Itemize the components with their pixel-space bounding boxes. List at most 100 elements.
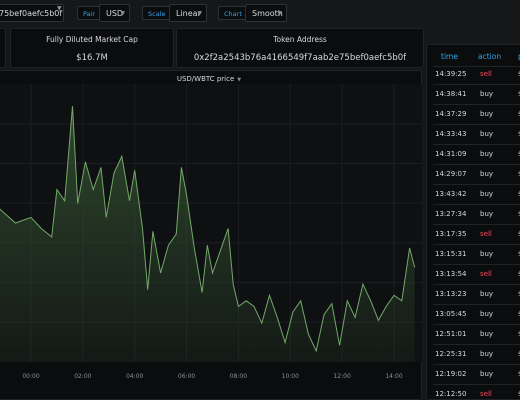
row-divider [433,184,520,185]
table-row[interactable]: 12:25:31 buy $4 [427,345,520,365]
trade-price: $4 [518,310,520,318]
trade-action: sell [480,230,492,238]
trade-action: buy [480,90,494,98]
trade-action: buy [480,130,494,138]
trade-price: $4 [518,90,520,98]
trade-price: $4 [518,250,520,258]
row-divider [433,164,520,165]
row-divider [433,284,520,285]
chart-select[interactable]: Smooth ▼ [245,4,287,22]
stat-panel-token-address: Token Address 0x2f2a2543b76a4166549f7aab… [176,28,424,68]
trade-price: $4 [518,210,520,218]
chevron-down-icon: ▼ [277,10,282,17]
chart-title[interactable]: USD/WBTC price ▼ [0,75,421,83]
trade-action: buy [480,290,494,298]
row-divider [433,384,520,385]
trade-action: sell [480,270,492,278]
table-row[interactable]: 12:19:02 buy $4 [427,365,520,385]
row-divider [433,304,520,305]
x-tick-label: 08:00 [230,373,247,380]
table-row[interactable]: 14:37:29 buy $4 [427,105,520,125]
trade-time: 14:39:25 [435,70,467,78]
trade-price: $4 [518,350,520,358]
trade-time: 14:31:09 [435,150,467,158]
stat-panel-partial [0,28,6,68]
x-tick-label: 10:00 [282,373,299,380]
scale-label: Scale [142,6,172,20]
chevron-down-icon: ▼ [120,10,125,17]
chart-value: Smooth [252,9,283,18]
trade-price: $4 [518,150,520,158]
trade-action: buy [480,370,494,378]
trade-action: buy [480,210,494,218]
trade-price: $4 [518,290,520,298]
table-row[interactable]: 13:15:31 buy $4 [427,245,520,265]
row-divider [433,344,520,345]
table-row[interactable]: 13:13:54 sell $4 [427,265,520,285]
trade-time: 12:51:01 [435,330,467,338]
trade-price: $4 [518,330,520,338]
x-tick-label: 00:00 [22,373,39,380]
row-divider [433,244,520,245]
trade-time: 12:12:50 [435,390,467,398]
table-row[interactable]: 12:51:01 buy $4 [427,325,520,345]
trade-time: 13:05:45 [435,310,467,318]
trade-price: $4 [518,110,520,118]
x-tick-label: 02:00 [74,373,91,380]
x-tick-label: 12:00 [333,373,350,380]
trade-time: 13:13:54 [435,270,467,278]
row-divider [433,124,520,125]
trade-action: buy [480,190,494,198]
variables-toolbar: 75bef0aefc5b0f ▼ Pair USD ▼ Scale Linear… [0,0,520,26]
pair-value: USD [106,9,124,18]
token-address-value: 75bef0aefc5b0f [0,9,63,18]
trade-time: 14:37:29 [435,110,467,118]
trade-action: buy [480,330,494,338]
table-row[interactable]: 14:38:41 buy $4 [427,85,520,105]
row-divider [433,364,520,365]
stat-value: $16.7M [76,53,108,63]
trade-action: buy [480,110,494,118]
table-row[interactable]: 13:43:42 buy $4 [427,185,520,205]
chevron-down-icon: ▼ [197,10,202,17]
column-header-price[interactable]: p [518,52,520,61]
row-divider [433,264,520,265]
chevron-down-icon: ▼ [237,77,242,83]
x-tick-label: 04:00 [126,373,143,380]
chevron-down-icon: ▼ [57,5,62,12]
table-row[interactable]: 13:13:23 buy $4 [427,285,520,305]
stat-title: Fully Diluted Market Cap [46,35,138,44]
table-row[interactable]: 14:31:09 buy $4 [427,145,520,165]
trade-time: 13:13:23 [435,290,467,298]
row-divider [433,104,520,105]
trade-time: 13:27:34 [435,210,467,218]
scale-select[interactable]: Linear ▼ [169,4,207,22]
token-address-select[interactable]: 75bef0aefc5b0f [0,4,64,22]
trade-price: $4 [518,270,520,278]
header-divider [433,66,520,67]
trade-price: $4 [518,190,520,198]
chart-label: Chart [218,6,248,20]
column-header-action[interactable]: action [478,52,502,61]
table-row[interactable]: 14:33:43 buy $4 [427,125,520,145]
stat-value: 0x2f2a2543b76a4166549f7aab2e75bef0aefc5b… [193,53,407,63]
table-row[interactable]: 13:05:45 buy $4 [427,305,520,325]
column-header-time[interactable]: time [441,52,458,61]
trade-time: 14:29:07 [435,170,467,178]
trades-panel: time action p 14:39:25 sell $4 14:38:41 buy $… [426,44,520,400]
row-divider [433,324,520,325]
table-row[interactable]: 14:29:07 buy $4 [427,165,520,185]
table-row[interactable]: 13:17:35 sell $4 [427,225,520,245]
pair-select[interactable]: USD ▼ [99,4,130,22]
trade-price: $4 [518,70,520,78]
trade-price: $4 [518,170,520,178]
row-divider [433,84,520,85]
chart-title-text: USD/WBTC price [176,75,235,83]
row-divider [433,224,520,225]
table-row[interactable]: 13:27:34 buy $4 [427,205,520,225]
trade-time: 12:25:31 [435,350,467,358]
trade-time: 13:43:42 [435,190,467,198]
table-row[interactable]: 14:39:25 sell $4 [427,65,520,85]
table-row[interactable]: 12:12:50 sell $4 [427,385,520,400]
